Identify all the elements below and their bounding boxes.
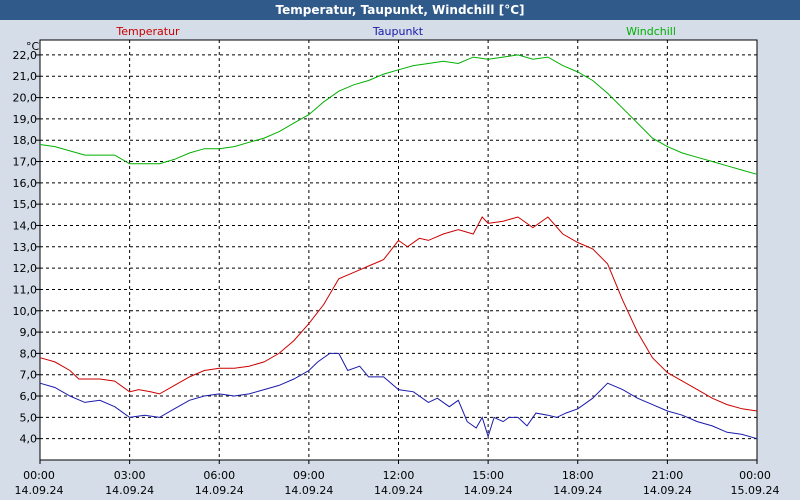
y-tick-label: 17,0 [13,156,38,169]
x-tick-time: 06:00 [203,469,235,482]
x-tick-date: 14.09.24 [15,484,64,497]
x-tick-time: 12:00 [383,469,415,482]
legend-taupunkt: Taupunkt [372,25,424,38]
y-tick-label: 21,0 [13,70,38,83]
x-tick-date: 14.09.24 [374,484,423,497]
y-tick-label: 14,0 [13,219,38,232]
y-tick-label: 19,0 [13,113,38,126]
x-tick-date: 14.09.24 [643,484,692,497]
x-tick-date: 15.09.24 [731,484,780,497]
x-axis-ticks: 00:00 14.09.24 03:00 14.09.24 06:00 14.09.24 0… [15,460,780,497]
x-tick-date: 14.09.24 [195,484,244,497]
title-bar-fill [0,0,800,20]
x-tick-time: 18:00 [562,469,594,482]
legend-temperatur: Temperatur [115,25,180,38]
y-tick-label: 12,0 [13,262,38,275]
x-tick-time: 00:00 [23,469,55,482]
y-tick-label: 20,0 [13,92,38,105]
series [39,54,758,440]
y-tick-label: 11,0 [13,283,38,296]
series-line-temperatur [39,216,758,412]
legend-windchill: Windchill [626,25,676,38]
x-tick-time: 09:00 [293,469,325,482]
y-axis-unit: °C [26,40,40,53]
y-axis-ticks: 4,0 5,0 6,0 7,0 8,0 9,0 10,0 11,0 12,0 13,0 14,0 15… [13,49,40,446]
x-tick-date: 14.09.24 [284,484,333,497]
y-tick-label: 4,0 [20,433,38,446]
x-tick-time: 03:00 [114,469,146,482]
y-tick-label: 18,0 [13,134,38,147]
y-tick-label: 7,0 [20,369,38,382]
x-tick-date: 14.09.24 [553,484,602,497]
y-tick-label: 13,0 [13,241,38,254]
x-tick-date: 14.09.24 [464,484,513,497]
x-tick-time: 21:00 [652,469,684,482]
x-tick-time: 15:00 [472,469,504,482]
x-tick-time: 00:00 [739,469,771,482]
y-tick-label: 5,0 [20,411,38,424]
chart-title: Temperatur, Taupunkt, Windchill [°C] [276,3,525,17]
y-tick-label: 9,0 [20,326,38,339]
y-tick-label: 15,0 [13,198,38,211]
y-tick-label: 6,0 [20,390,38,403]
y-tick-label: 22,0 [13,49,38,62]
y-tick-label: 16,0 [13,177,38,190]
y-tick-label: 10,0 [13,305,38,318]
y-tick-label: 8,0 [20,347,38,360]
series-line-taupunkt [39,352,758,440]
x-tick-date: 14.09.24 [105,484,154,497]
series-line-windchill [39,54,758,175]
